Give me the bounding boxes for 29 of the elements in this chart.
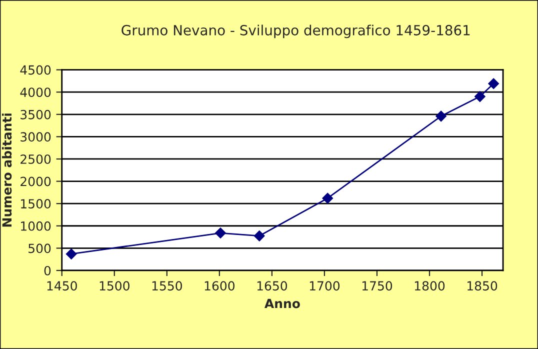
point [66, 248, 77, 260]
y-tick-label: 2500 [20, 154, 51, 164]
x-axis-title: Anno [264, 298, 300, 308]
x-tick-label: 1800 [414, 281, 445, 291]
chart-title: Grumo Nevano - Sviluppo demografico 1459-1861 [122, 24, 470, 38]
y-tick-label: 3500 [20, 110, 51, 120]
y-tick-label: 0 [44, 266, 51, 276]
y-tick-label: 2000 [20, 176, 51, 186]
point [215, 228, 226, 238]
x-tick-label: 1550 [152, 281, 182, 291]
x-tick-label: 1850 [467, 281, 498, 291]
point [474, 91, 486, 102]
x-tick-label: 1450 [47, 281, 77, 291]
y-tick-label: 4500 [20, 65, 51, 75]
y-tick-label: 500 [28, 244, 51, 254]
point [488, 78, 500, 90]
point [322, 192, 334, 204]
x-tick-label: 1700 [310, 281, 340, 291]
point [436, 110, 446, 122]
y-tick-label: 3000 [20, 132, 51, 142]
x-tick-label: 1500 [100, 281, 130, 291]
y-tick-label: 1500 [21, 199, 51, 209]
y-tick-label: 4000 [20, 88, 51, 98]
point [254, 230, 265, 242]
y-axis-title: Numero abitanti [2, 114, 12, 227]
x-tick-label: 1650 [257, 281, 288, 291]
x-tick-label: 1600 [204, 281, 235, 291]
y-tick-label: 1000 [21, 221, 51, 231]
x-tick-label: 1750 [362, 281, 392, 291]
